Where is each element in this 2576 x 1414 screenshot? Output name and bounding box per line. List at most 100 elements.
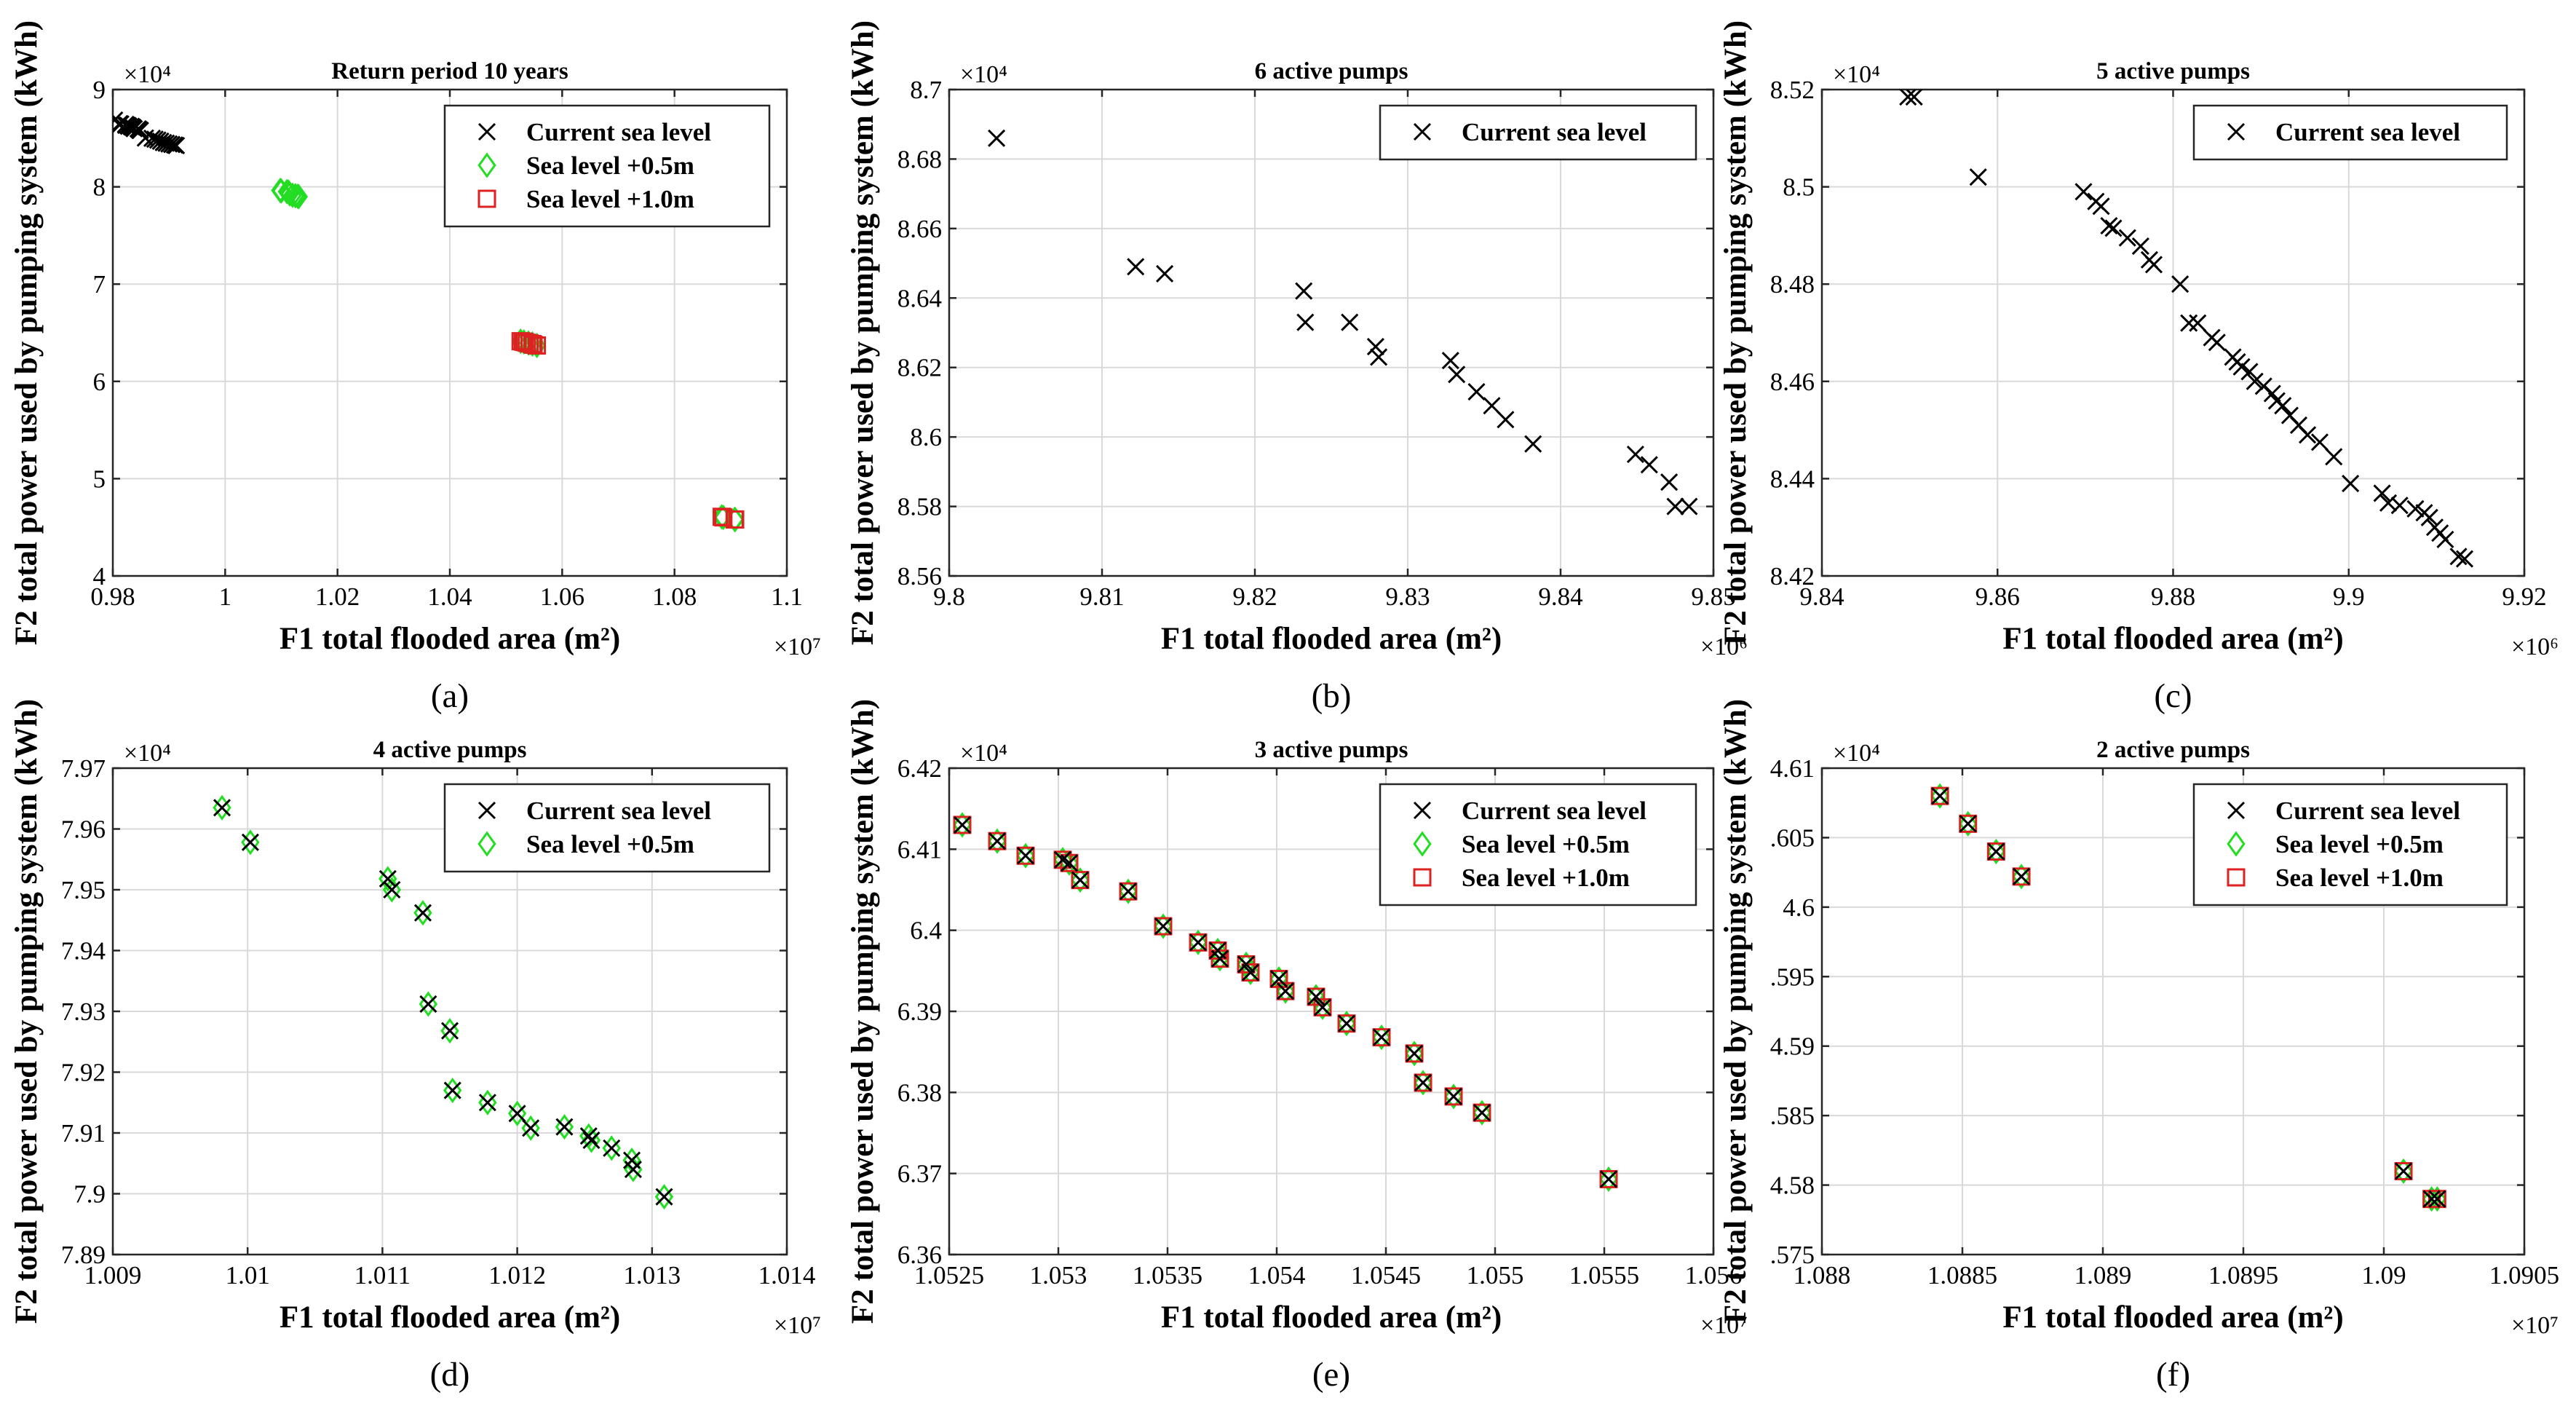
data-point-x [1680,497,1698,516]
legend-entry: Sea level +1.0m [2275,864,2444,892]
panel-caption: (c) [2154,677,2192,715]
data-point-diamond [1016,842,1035,869]
x-tick-label: 9.86 [1975,582,2020,611]
legend-box [2192,783,2508,907]
data-point-x [1666,497,1684,516]
data-point-x [988,129,1006,147]
data-point-square [1210,949,1229,968]
x-axis-label: F1 total flooded area (m²) [2002,1300,2343,1335]
data-point-diamond [2012,864,2031,890]
legend-entry: Sea level +1.0m [526,185,694,213]
data-point-square [1189,933,1208,952]
data-point-x [1899,90,1917,106]
x-tick-label: 1.053 [1030,1261,1087,1289]
legend-marker-square [477,189,496,208]
legend-entry: Sea level +0.5m [526,830,694,858]
data-point-x [2342,475,2360,493]
x-tick-label: 9.85 [1691,582,1735,611]
data-point-x [1448,366,1466,384]
data-point-square [1473,1103,1491,1122]
x-tick-label: 1.089 [2074,1261,2132,1289]
y-exponent: ×10⁴ [124,61,171,88]
data-point-x [582,1131,601,1150]
x-tick-label: 1.0525 [914,1261,984,1289]
data-point-square [714,508,733,527]
data-point-x [1905,90,1923,106]
x-tick-label: 1.0905 [2489,1261,2559,1289]
legend-box [1379,783,1697,907]
data-point-diamond [213,794,231,821]
y-tick-label: 8.64 [897,284,942,312]
y-tick-label: 8.48 [1770,270,1815,299]
data-point-diamond [2394,1158,2413,1185]
legend-box [443,104,771,228]
data-point-square [1119,882,1138,901]
data-point-diamond [1414,1070,1432,1096]
data-point-square [1405,1044,1424,1063]
y-tick-label: 7.96 [61,815,106,844]
data-point-x [131,122,149,140]
data-point-x [1269,970,1288,988]
y-tick-label: 4.6 [1783,893,1815,922]
data-point-square [1053,850,1072,869]
panel-d: 1.009 1.01 1.011 1.012 1.013 1.014 7.89 7.9 7.91… [9,699,821,1394]
y-tick-label: 4 [93,562,106,591]
y-tick-label: 6.4 [910,917,942,945]
y-tick-label: 4.61 [1770,754,1815,783]
data-point-x [1372,1028,1391,1046]
x-axis-label: F1 total flooded area (m²) [2002,622,2343,656]
data-point-x [508,1105,526,1123]
y-exponent: ×10⁴ [1833,740,1880,767]
y-tick-label: .585 [1770,1102,1815,1130]
data-point-square [2428,1190,2446,1209]
legend-marker-x [2227,122,2246,141]
legend-entry: Current sea level [2275,118,2460,146]
data-points [213,794,674,1210]
x-axis-label: F1 total flooded area (m²) [1161,1300,1502,1335]
data-point-x [167,136,186,155]
y-axis-label: F2 total power used by pumping system (k… [1719,20,1753,645]
data-point-x [1156,264,1174,283]
data-points [953,812,1618,1193]
data-point-diamond [1237,951,1256,977]
data-point-square [1154,917,1173,936]
data-point-diamond [953,812,972,838]
y-tick-label: 6.39 [897,998,942,1026]
data-point-square [1016,846,1035,865]
data-point-x [624,1161,642,1179]
panel-a: 0.98 1 1.02 1.04 1.06 1.08 1.1 4 5 6 7 8 9 ×10⁴ ×10⁷ Re… [9,20,821,715]
y-tick-label: 6.38 [897,1078,942,1107]
data-point-diamond [2422,1186,2441,1212]
x-tick-label: 9.81 [1079,582,1124,611]
y-tick-label: 8.52 [1770,76,1815,104]
y-tick-label: .595 [1770,963,1815,991]
legend: Current sea level [1379,104,1697,161]
legend-box [2192,104,2508,161]
data-point-x [2274,397,2292,415]
data-point-square [988,832,1007,850]
data-point-square [1372,1028,1391,1047]
legend-entry: Current sea level [526,118,711,146]
legend-marker-square [2227,868,2246,887]
legend-marker-diamond [477,152,496,178]
data-point-x [1341,313,1359,331]
y-axis-label: F2 total power used by pumping system (k… [1719,699,1753,1324]
legend: Current sea level [2192,104,2508,161]
legend-entry: Sea level +0.5m [2275,830,2444,858]
data-point-diamond [582,1127,601,1153]
x-exponent: ×10⁶ [2511,633,2559,660]
data-point-x [1241,963,1260,981]
y-tick-label: 7.89 [61,1241,106,1269]
data-point-diamond [602,1135,621,1161]
data-point-x [241,833,259,851]
data-point-x [1441,352,1459,370]
legend-marker-x [477,801,496,820]
data-point-diamond [1313,994,1332,1020]
data-point-diamond [1444,1083,1463,1110]
data-point-x [1473,1104,1491,1122]
x-tick-label: 1.02 [315,582,360,611]
x-tick-label: 1.0535 [1133,1261,1202,1289]
y-tick-label: 7.97 [61,754,106,783]
data-point-x [655,1188,673,1206]
